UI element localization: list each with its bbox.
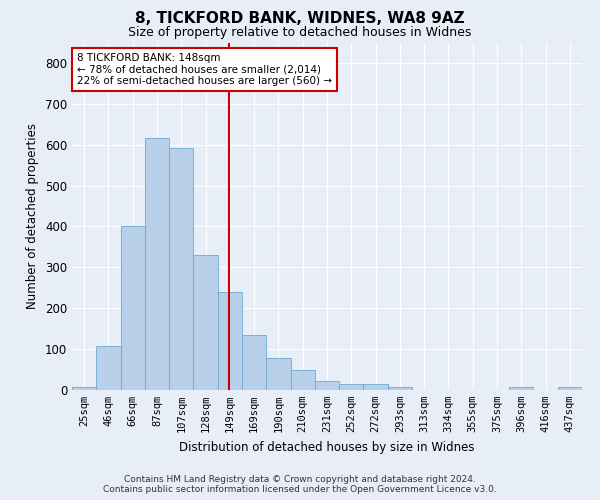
Bar [145, 138, 169, 390]
Bar [121, 226, 145, 390]
Bar [315, 381, 339, 390]
Bar [388, 386, 412, 390]
Bar [290, 370, 315, 390]
Bar [266, 358, 290, 390]
Text: Size of property relative to detached houses in Widnes: Size of property relative to detached ho… [128, 26, 472, 39]
Bar [364, 384, 388, 390]
Bar [509, 386, 533, 390]
X-axis label: Distribution of detached houses by size in Widnes: Distribution of detached houses by size … [179, 440, 475, 454]
Bar [193, 255, 218, 390]
Bar [218, 292, 242, 390]
Bar [169, 148, 193, 390]
Bar [72, 386, 96, 390]
Text: 8, TICKFORD BANK, WIDNES, WA8 9AZ: 8, TICKFORD BANK, WIDNES, WA8 9AZ [135, 11, 465, 26]
Y-axis label: Number of detached properties: Number of detached properties [26, 123, 40, 309]
Bar [558, 386, 582, 390]
Text: 8 TICKFORD BANK: 148sqm
← 78% of detached houses are smaller (2,014)
22% of semi: 8 TICKFORD BANK: 148sqm ← 78% of detache… [77, 53, 332, 86]
Bar [96, 346, 121, 390]
Text: Contains HM Land Registry data © Crown copyright and database right 2024.
Contai: Contains HM Land Registry data © Crown c… [103, 474, 497, 494]
Bar [242, 335, 266, 390]
Bar [339, 384, 364, 390]
